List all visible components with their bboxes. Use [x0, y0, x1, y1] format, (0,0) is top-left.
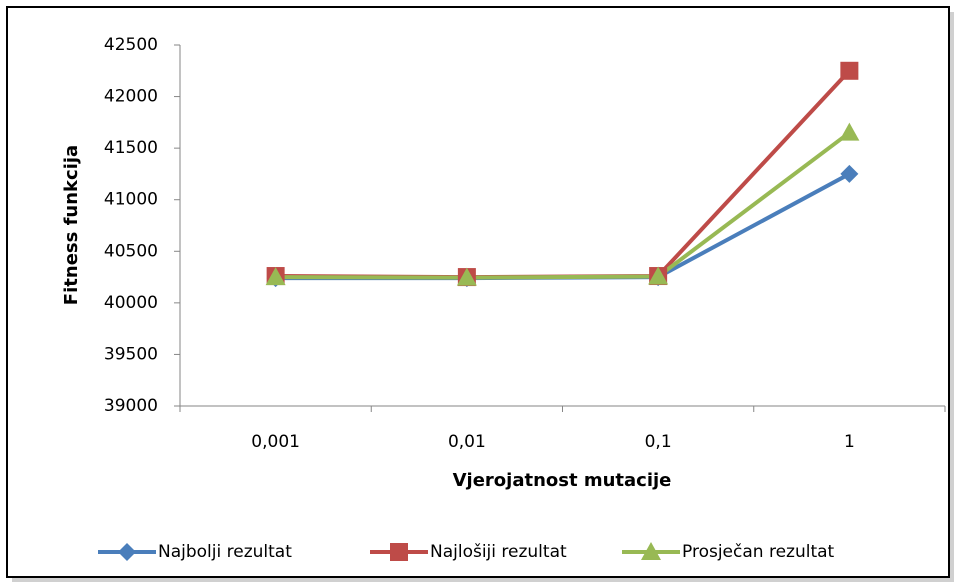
- series-marker: [839, 122, 860, 141]
- legend-label: Prosječan rezultat: [682, 542, 835, 562]
- series-line: [275, 131, 851, 280]
- x-tick-label: 0,1: [645, 432, 672, 452]
- legend-marker: [118, 543, 136, 561]
- y-tick-label: 41000: [104, 190, 158, 210]
- legend-marker: [641, 542, 661, 560]
- y-tick-label: 39500: [104, 344, 158, 364]
- y-tick-label: 40000: [104, 293, 158, 313]
- x-tick-label: 1: [844, 432, 855, 452]
- frame: [6, 6, 950, 578]
- series-marker: [265, 267, 286, 286]
- x-axis-title: Vjerojatnost mutacije: [453, 470, 672, 491]
- y-axis-title: Fitness funkcija: [61, 145, 82, 305]
- x-tick-label: 0,001: [251, 432, 300, 452]
- series-marker: [456, 267, 477, 286]
- legend-label: Najbolji rezultat: [158, 542, 292, 562]
- y-tick-label: 42000: [104, 87, 158, 107]
- y-tick-label: 39000: [104, 396, 158, 416]
- series-marker: [840, 61, 859, 80]
- series-marker: [648, 266, 669, 285]
- series-marker: [840, 164, 859, 183]
- y-tick-label: 42500: [104, 35, 158, 55]
- y-tick-label: 40500: [104, 241, 158, 261]
- legend-marker: [390, 543, 408, 561]
- x-tick-label: 0,01: [448, 432, 486, 452]
- y-tick-label: 41500: [104, 138, 158, 158]
- legend-label: Najlošiji rezultat: [430, 542, 567, 562]
